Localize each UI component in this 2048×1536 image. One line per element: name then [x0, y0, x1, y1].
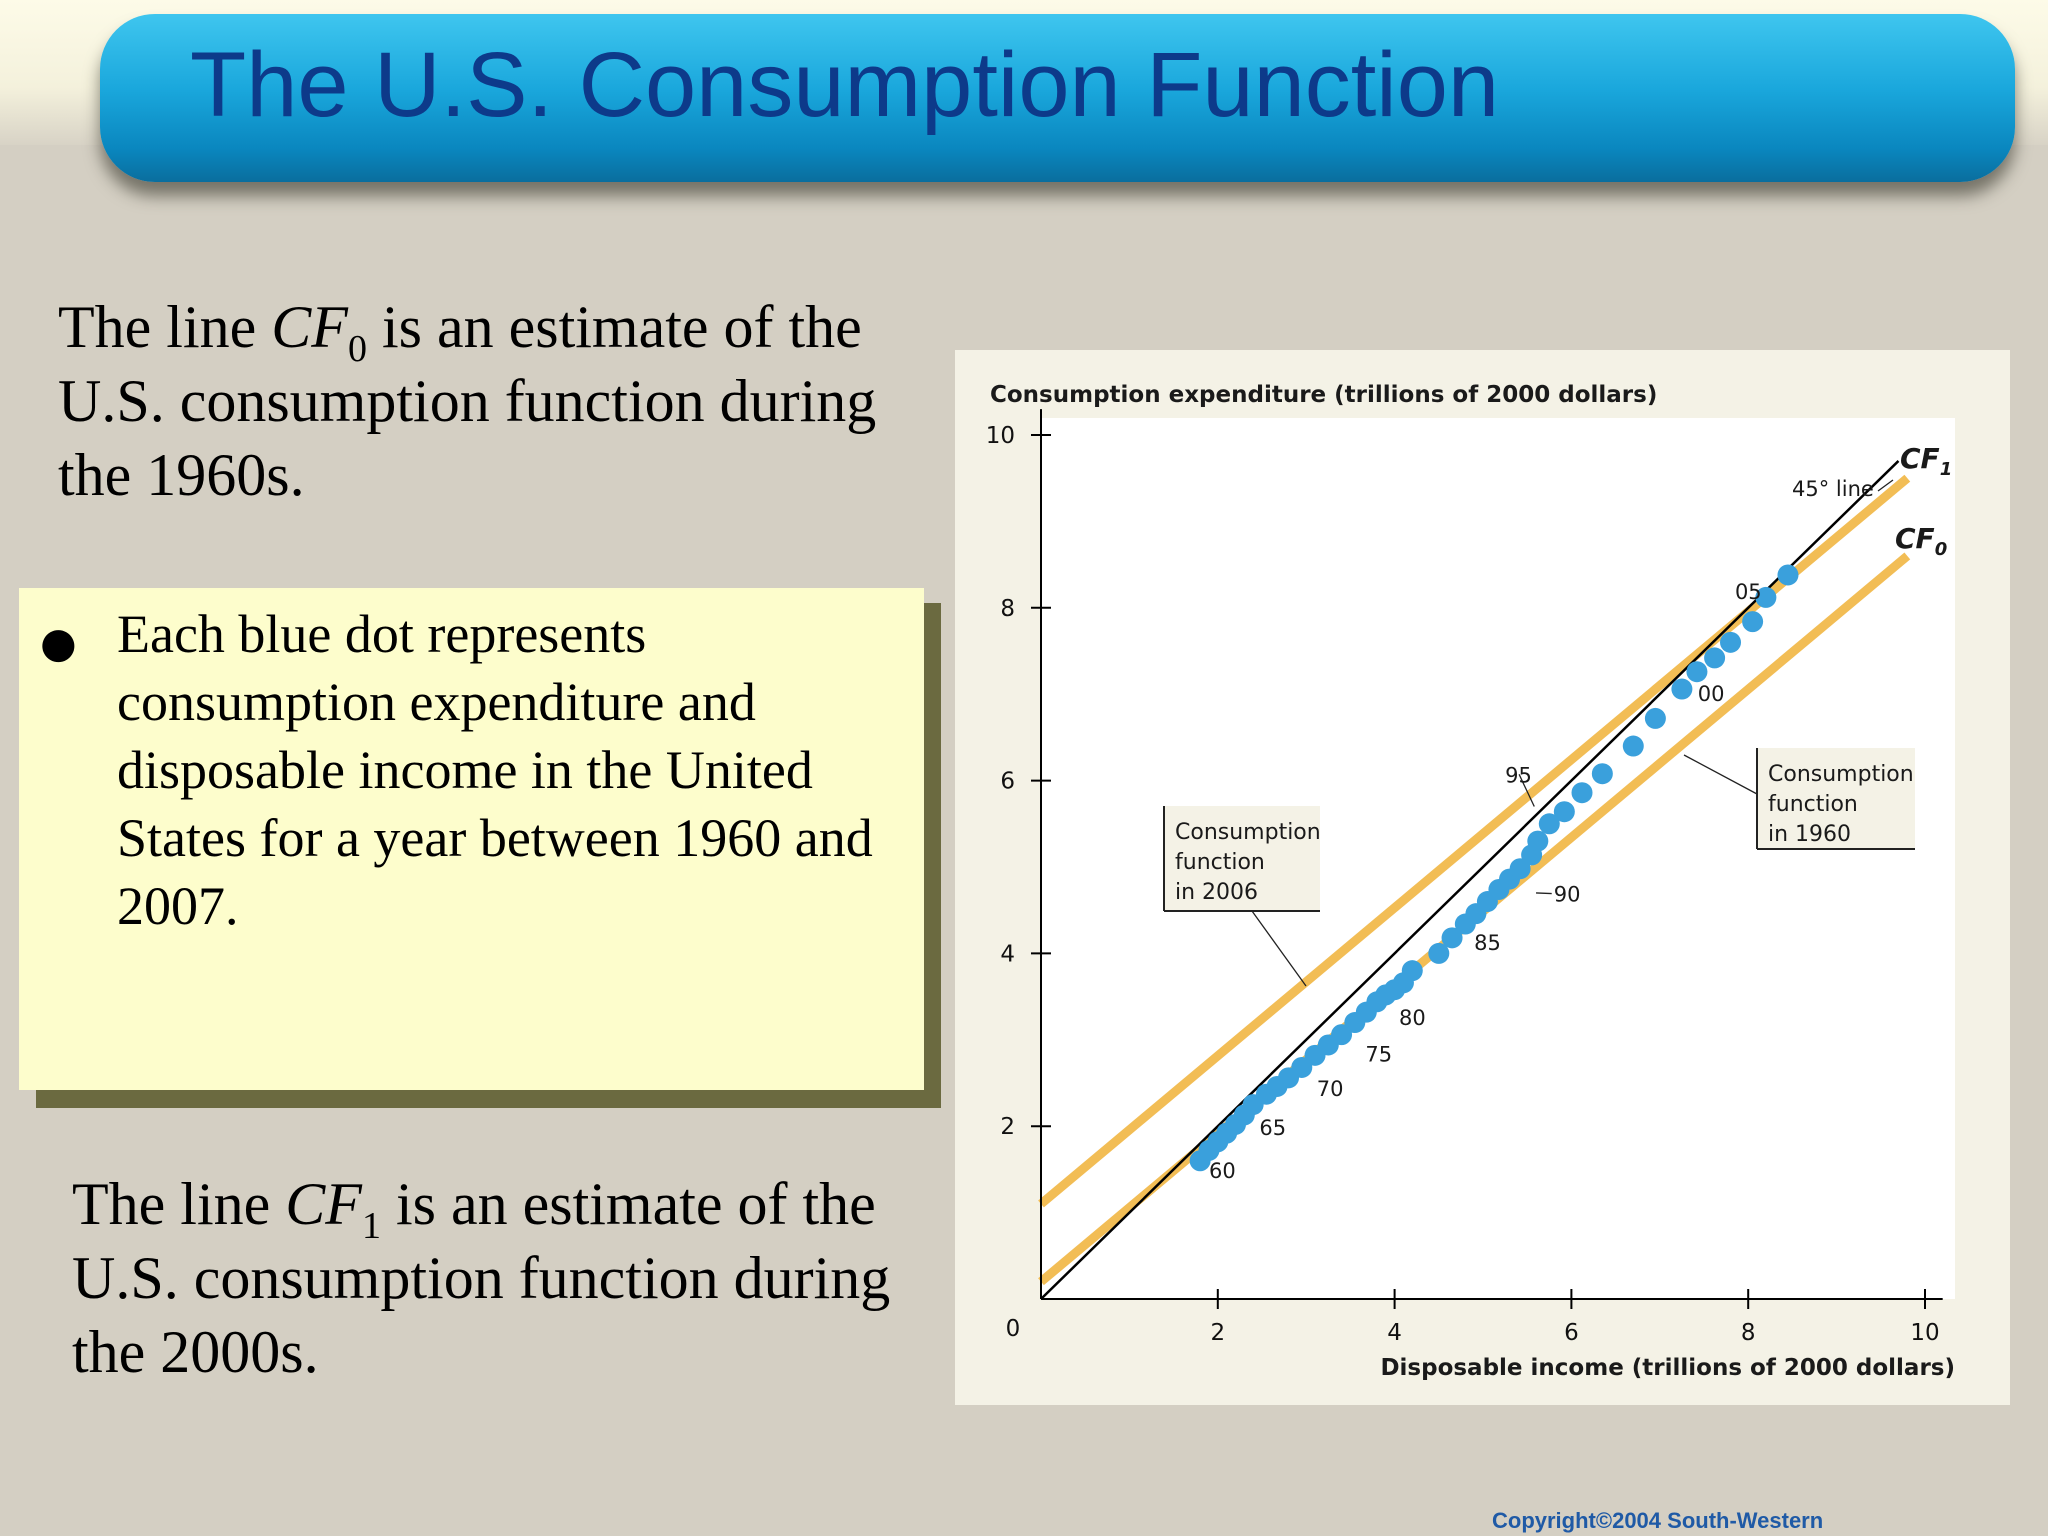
year-label-leader: [1518, 774, 1535, 807]
note-text: Each blue dot represents consumption exp…: [117, 604, 873, 936]
annotation-2006-leader: [1251, 910, 1307, 987]
origin-label: 0: [1006, 1316, 1021, 1342]
data-point: [1644, 707, 1666, 729]
year-label: 95: [1505, 763, 1532, 787]
annotation-1960-text: function: [1768, 792, 1858, 817]
annotation-2006-text: function: [1175, 850, 1265, 875]
y-tick-label: 4: [1000, 941, 1015, 967]
paragraph-cf0-before: The line: [58, 294, 272, 360]
x-axis-label: Disposable income (trillions of 2000 dol…: [1380, 1355, 1955, 1381]
data-point: [1441, 927, 1463, 949]
annotation-1960-text: in 1960: [1768, 822, 1851, 847]
paragraph-cf1-before: The line: [72, 1171, 286, 1237]
cf0-label: CF0: [1895, 522, 1947, 560]
paragraph-cf1-sub: 1: [361, 1205, 381, 1247]
year-label: 70: [1317, 1077, 1344, 1101]
paragraph-cf1: The line CF1 is an estimate of the U.S. …: [72, 1167, 932, 1389]
x-tick-label: 4: [1387, 1320, 1402, 1346]
paragraph-cf0-sub: 0: [347, 328, 367, 370]
data-point: [1331, 1024, 1353, 1046]
cf0-label-subscript: 0: [1935, 539, 1948, 560]
annotation-2006-text: in 2006: [1175, 880, 1258, 905]
data-point: [1591, 763, 1613, 785]
bullet-dot: ●: [40, 618, 77, 667]
paragraph-cf0: The line CF0 is an estimate of the U.S. …: [58, 290, 938, 512]
line-45-label-leader: [1877, 479, 1894, 492]
x-tick-label: 6: [1564, 1320, 1579, 1346]
note-box: [19, 588, 924, 1090]
data-point: [1428, 942, 1450, 964]
cf1-label-symbol: CF: [1900, 442, 1940, 475]
slide-title: The U.S. Consumption Function: [190, 34, 1500, 136]
line-45-degree: [1040, 460, 1900, 1300]
data-point: [1538, 813, 1560, 835]
y-axis-label: Consumption expenditure (trillions of 20…: [990, 382, 1657, 408]
data-point: [1527, 830, 1549, 852]
data-point: [1720, 631, 1742, 653]
data-point: [1291, 1056, 1313, 1078]
title-bar: [100, 14, 2015, 182]
annotation-1960-bg: [1757, 748, 1915, 849]
x-tick-label: 2: [1210, 1320, 1225, 1346]
year-label: 85: [1474, 931, 1501, 955]
annotation-2006-bg: [1164, 806, 1320, 911]
year-label-leader: [1536, 892, 1552, 895]
year-label: 75: [1365, 1042, 1392, 1066]
x-tick-label: 8: [1741, 1320, 1756, 1346]
data-point: [1622, 735, 1644, 757]
data-point: [1755, 586, 1777, 608]
year-label: 00: [1698, 682, 1725, 706]
paragraph-cf0-symbol: CF: [271, 294, 348, 360]
annotation-1960-leader: [1683, 754, 1758, 795]
paragraph-cf1-after: is an estimate of the U.S. consumption f…: [72, 1171, 891, 1385]
data-point: [1401, 960, 1423, 982]
year-label: 90: [1554, 883, 1581, 907]
cf0-label-symbol: CF: [1895, 522, 1935, 555]
data-point: [1671, 678, 1693, 700]
data-point: [1777, 564, 1799, 586]
cf1-label: CF1: [1900, 442, 1952, 480]
year-label: 05: [1735, 580, 1762, 604]
y-tick-label: 8: [1000, 596, 1015, 622]
data-point: [1571, 782, 1593, 804]
y-tick-label: 6: [1000, 769, 1015, 795]
data-point: [1686, 661, 1708, 683]
year-label: 80: [1399, 1006, 1426, 1030]
data-point: [1509, 858, 1531, 880]
x-tick-label: 10: [1910, 1320, 1939, 1346]
line-45-label: 45° line: [1792, 477, 1874, 501]
paragraph-cf0-after: is an estimate of the U.S. consumption f…: [58, 294, 877, 508]
year-label: 60: [1209, 1159, 1236, 1183]
copyright: Copyright©2004 South-Western: [1492, 1508, 1824, 1533]
paragraph-cf1-symbol: CF: [285, 1171, 362, 1237]
annotation-1960-text: Consumption: [1768, 762, 1914, 787]
y-tick-label: 10: [986, 423, 1015, 449]
year-label: 65: [1259, 1116, 1286, 1140]
data-point: [1704, 647, 1726, 669]
y-tick-label: 2: [1000, 1114, 1015, 1140]
cf1-label-subscript: 1: [1940, 459, 1953, 480]
annotation-2006-text: Consumption: [1175, 820, 1321, 845]
data-point: [1742, 611, 1764, 633]
data-point: [1553, 801, 1575, 823]
